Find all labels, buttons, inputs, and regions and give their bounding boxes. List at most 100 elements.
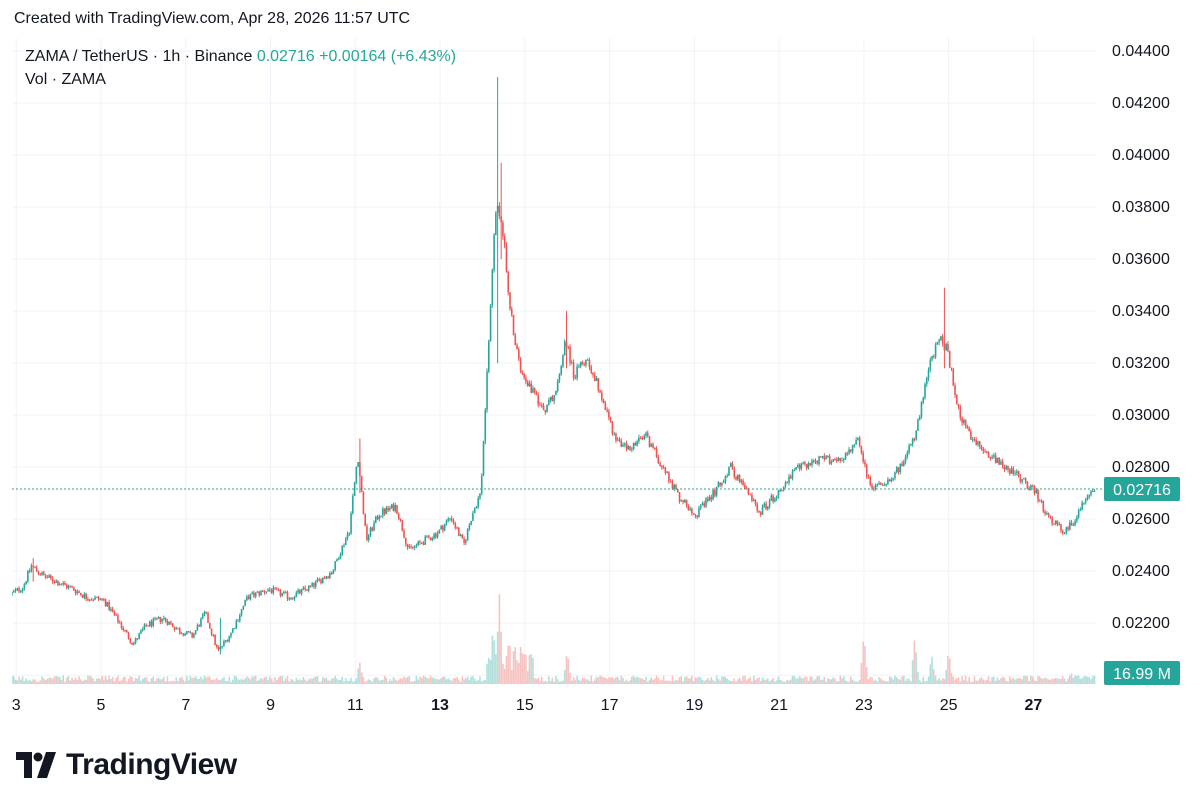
candle-body [383, 508, 386, 514]
candle-body [152, 619, 155, 626]
volume-bar [1037, 675, 1039, 684]
volume-bar [820, 679, 822, 684]
volume-bar [671, 675, 674, 684]
candle-body [706, 498, 709, 501]
candle-body [560, 366, 563, 375]
volume-bar [1065, 681, 1068, 684]
candle-body [993, 455, 995, 457]
candle-body [231, 628, 234, 633]
volume-bar [193, 677, 195, 684]
candle-body [636, 441, 638, 446]
volume-bar [616, 676, 619, 684]
candle-body [510, 308, 513, 316]
candle-body [586, 359, 589, 361]
volume-bar [719, 680, 721, 684]
candle-body [715, 487, 718, 496]
candle-body [553, 395, 555, 402]
tradingview-footer: TradingView [16, 745, 237, 785]
candle-body [1007, 465, 1009, 470]
volume-bar [590, 675, 593, 684]
volume-bar [323, 678, 326, 684]
volume-bar [597, 677, 600, 684]
volume-bar [376, 677, 379, 684]
candle-body [657, 456, 660, 464]
volume-bar [387, 681, 389, 684]
candle-body [860, 446, 863, 454]
price-chart[interactable]: 0.020000.022000.024000.026000.028000.030… [12, 38, 1188, 721]
created-with-caption: Created with TradingView.com, Apr 28, 20… [14, 10, 411, 27]
symbol-name[interactable]: ZAMA / TetherUS · 1h · Binance [25, 48, 253, 65]
candle-body [620, 440, 623, 447]
candle-body [828, 456, 831, 464]
volume-bar [221, 678, 223, 684]
volume-bar [892, 679, 895, 684]
candle-body [99, 598, 102, 600]
symbol-legend: ZAMA / TetherUS · 1h · Binance 0.02716 +… [25, 48, 456, 66]
volume-bar [406, 676, 409, 684]
volume-bar [1054, 677, 1057, 684]
volume-bar [154, 681, 156, 684]
volume-bar [756, 678, 759, 684]
candle-body [136, 638, 139, 640]
candle-body [251, 592, 253, 595]
candle-body [352, 496, 354, 514]
volume-bar [641, 678, 644, 684]
volume-bar [715, 675, 718, 684]
volume-bar [664, 680, 667, 684]
volume-bar [200, 676, 202, 684]
candle-body [530, 383, 532, 393]
volume-bar [27, 680, 29, 684]
price-axis: 0.020000.022000.024000.026000.028000.030… [1112, 43, 1170, 684]
volume-bar [1023, 675, 1025, 684]
volume-bar [963, 679, 965, 684]
volume-bar [706, 677, 709, 684]
volume-bar [239, 679, 241, 684]
volume-bar [851, 679, 854, 684]
volume-bar [933, 669, 935, 684]
candle-body [751, 494, 753, 501]
volume-bar [662, 675, 665, 684]
volume-bar [50, 677, 52, 684]
volume-bar [540, 676, 543, 684]
volume-bar [502, 663, 504, 684]
volume-bar [553, 681, 555, 684]
volume-bar [609, 677, 612, 684]
volume-bar [1014, 679, 1016, 684]
candle-body [664, 467, 667, 473]
x-tick-label: 3 [12, 697, 21, 714]
candle-body [772, 495, 774, 502]
candle-body [1024, 478, 1027, 482]
volume-bar [699, 677, 702, 684]
volume-bar [168, 681, 170, 684]
volume-bar [970, 681, 972, 684]
volume-bar [118, 681, 121, 684]
volume-bar [722, 676, 725, 684]
candle-body [820, 456, 822, 458]
candle-body [632, 442, 635, 449]
candle-body [572, 362, 575, 378]
volume-bar [989, 681, 992, 684]
volume-bar [728, 680, 730, 684]
candle-body [654, 447, 656, 449]
candle-body [62, 582, 65, 585]
candle-body [694, 514, 697, 516]
candle-body [134, 638, 137, 643]
candle-body [55, 580, 57, 583]
volume-bar [191, 677, 193, 684]
volume-bar [1028, 681, 1030, 684]
volume-bar [67, 676, 70, 684]
candle-body [25, 581, 27, 584]
candle-body [42, 572, 45, 576]
candle-body [908, 445, 910, 453]
volume-bar [533, 677, 536, 684]
candle-body [931, 355, 933, 360]
candle-body [168, 621, 170, 625]
candle-body [592, 372, 594, 375]
candle-body [864, 461, 866, 465]
volume-legend[interactable]: Vol · ZAMA [25, 71, 106, 88]
volume-bar [961, 676, 963, 684]
volume-bar [576, 675, 578, 684]
chart-frame[interactable]: 0.020000.022000.024000.026000.028000.030… [12, 38, 1188, 721]
candle-body [986, 451, 988, 453]
volume-bar [21, 676, 24, 684]
